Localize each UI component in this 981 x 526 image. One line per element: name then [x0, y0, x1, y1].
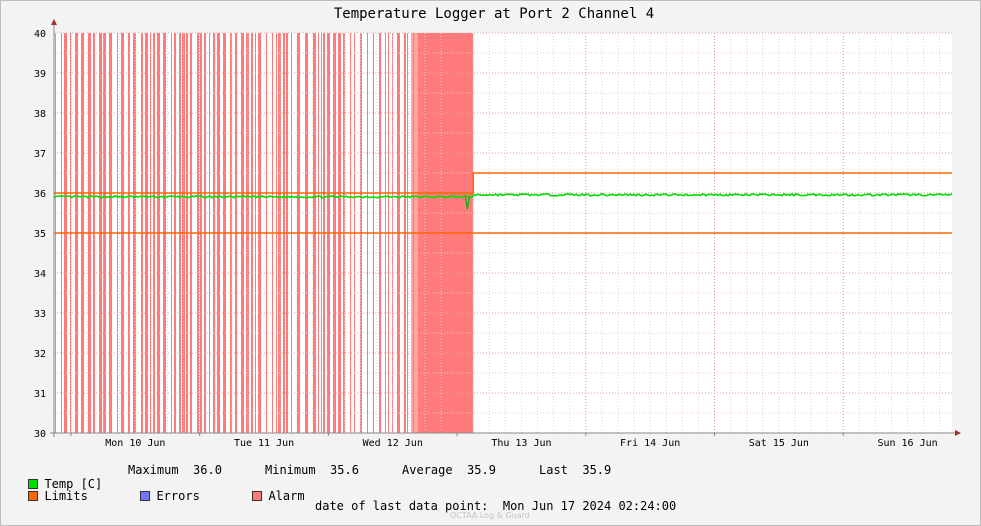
temperature-chart: Temperature Logger at Port 2 Channel 4 3…	[34, 6, 961, 449]
legend-errors: Errors	[126, 475, 200, 503]
last-data-point: date of last data point: Mon Jun 17 2024…	[315, 499, 676, 513]
y-tick-label: 39	[34, 69, 46, 80]
x-tick-label: Sun 16 Jun	[877, 438, 937, 449]
minimum-value: 35.6	[330, 463, 359, 477]
x-tick-label: Tue 11 Jun	[234, 438, 294, 449]
errors-swatch	[140, 491, 151, 501]
upper-limit-line	[54, 172, 952, 194]
legend-maximum: Maximum 36.0	[128, 463, 222, 477]
legend-alarm-label: Alarm	[268, 489, 305, 503]
legend-temp-label: Temp [C]	[44, 477, 103, 491]
average-value: 35.9	[467, 463, 496, 477]
y-tick-label: 32	[34, 349, 46, 360]
limits-swatch	[28, 491, 39, 501]
legend-alarm: Alarm	[238, 475, 305, 503]
legend-limits-label: Limits	[44, 489, 88, 503]
average-label: Average	[402, 463, 453, 477]
legend-average: Average 35.9	[402, 463, 496, 477]
legend-limits: Limits	[14, 475, 88, 503]
legend-minimum: Minimum 35.6	[265, 463, 359, 477]
y-tick-label: 30	[34, 429, 46, 440]
temperature-dip	[464, 196, 471, 210]
last-point-value: Mon Jun 17 2024 02:24:00	[502, 499, 677, 513]
y-axis-arrow	[51, 19, 57, 25]
x-tick-label: Fri 14 Jun	[620, 438, 680, 449]
maximum-label: Maximum	[128, 463, 179, 477]
x-tick-labels: Mon 10 Jun Tue 11 Jun Wed 12 Jun Thu 13 Jun…	[105, 438, 937, 449]
y-tick-label: 31	[34, 389, 46, 400]
maximum-value: 36.0	[193, 463, 222, 477]
temp-swatch	[28, 479, 39, 489]
x-tick-label: Mon 10 Jun	[105, 438, 165, 449]
x-axis-arrow	[955, 430, 961, 436]
x-tick-label: Sat 15 Jun	[749, 438, 809, 449]
legend-errors-label: Errors	[156, 489, 200, 503]
last-point-label: date of last data point:	[315, 499, 489, 513]
last-label: Last	[539, 463, 568, 477]
y-tick-labels: 30 31 32 33 34 35 36 37 38 39 40	[34, 29, 46, 440]
grid-lines	[54, 32, 952, 433]
series-lines	[53, 172, 953, 234]
x-tick-label: Thu 13 Jun	[491, 438, 551, 449]
y-tick-label: 38	[34, 109, 46, 120]
y-tick-label: 40	[34, 29, 46, 40]
minimum-label: Minimum	[265, 463, 316, 477]
alarm-swatch	[252, 491, 263, 501]
chart-title: Temperature Logger at Port 2 Channel 4	[334, 6, 654, 22]
temperature-line	[53, 192, 953, 199]
legend-last: Last 35.9	[539, 463, 611, 477]
y-tick-label: 33	[34, 309, 46, 320]
legend-row-1: Temp [C]	[14, 463, 102, 491]
y-tick-label: 35	[34, 229, 46, 240]
y-tick-label: 36	[34, 189, 46, 200]
x-tick-label: Wed 12 Jun	[363, 438, 423, 449]
axes	[50, 19, 961, 437]
credit-text: OCTAA Log & Guard	[450, 511, 530, 520]
last-value: 35.9	[582, 463, 612, 477]
y-tick-label: 34	[34, 269, 46, 280]
y-tick-label: 37	[34, 149, 46, 160]
